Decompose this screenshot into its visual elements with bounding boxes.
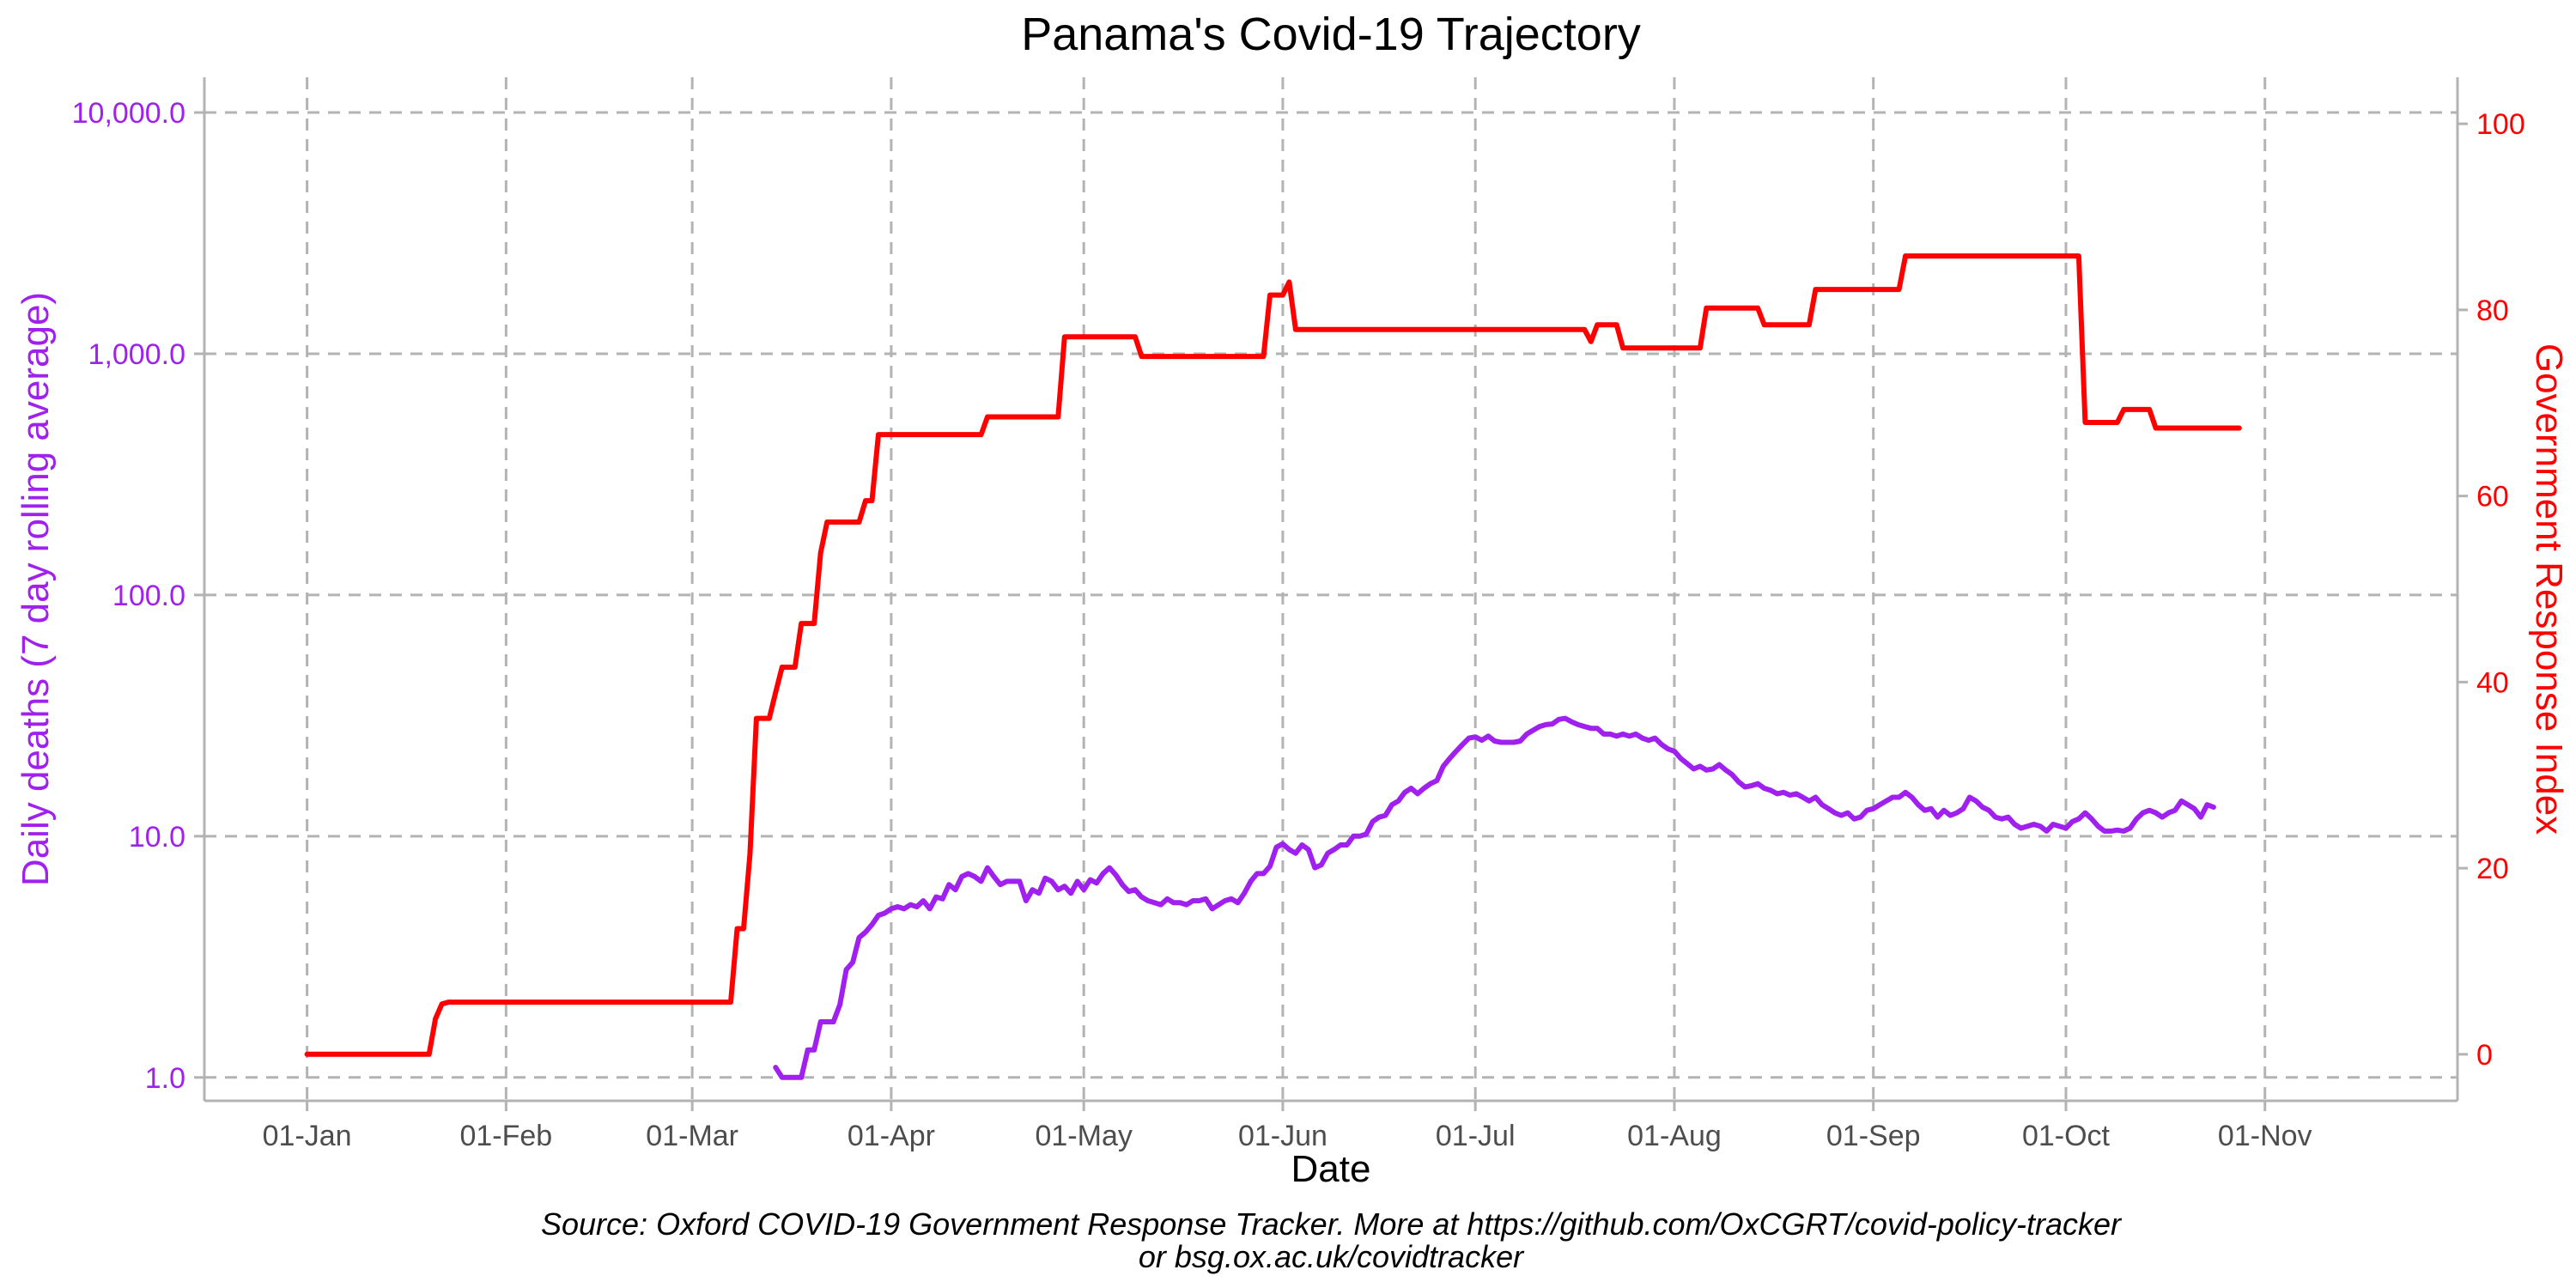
x-axis-title: Date [1291, 1148, 1371, 1190]
x-tick-label: 01-Feb [459, 1120, 552, 1152]
x-tick-label: 01-Jan [263, 1120, 352, 1152]
series-layer [304, 253, 2242, 1080]
x-tick-label: 01-Aug [1627, 1120, 1722, 1152]
x-tick-label: 01-Apr [848, 1120, 935, 1152]
y-right-axis-title: Government Response Index [2528, 343, 2570, 835]
caption-line-1: Source: Oxford COVID-19 Government Respo… [541, 1206, 2123, 1242]
y-left-tick-label: 1.0 [145, 1062, 185, 1095]
x-tick-label: 01-Jun [1238, 1120, 1327, 1152]
x-tick-label: 01-Sep [1826, 1120, 1921, 1152]
caption-line-2: or bsg.ox.ac.uk/covidtracker [1139, 1239, 1525, 1274]
y-left-tick-label: 10,000.0 [72, 97, 185, 130]
axes-layer: 01-Jan 01-Feb 01-Mar 01-Apr 01-May 01-Jun 01-J… [72, 77, 2525, 1152]
x-tick-label: 01-Mar [646, 1120, 738, 1152]
government-response-line [304, 253, 2242, 1057]
y-right-tick-label: 100 [2476, 108, 2525, 141]
y-left-tick-label: 1,000.0 [88, 338, 185, 371]
chart-title: Panama's Covid-19 Trajectory [1021, 9, 1641, 60]
daily-deaths-line [773, 715, 2216, 1080]
y-right-tick-label: 20 [2476, 853, 2509, 885]
y-left-tick-label: 10.0 [129, 821, 185, 854]
x-tick-label: 01-Oct [2022, 1120, 2111, 1152]
labels-layer: Panama's Covid-19 Trajectory Date Daily … [15, 9, 2570, 1274]
x-tick-label: 01-May [1035, 1120, 1132, 1152]
x-tick-label: 01-Nov [2218, 1120, 2312, 1152]
grid-layer [204, 77, 2458, 1101]
y-right-tick-label: 60 [2476, 481, 2509, 513]
y-right-tick-label: 80 [2476, 295, 2509, 327]
x-tick-label: 01-Jul [1436, 1120, 1516, 1152]
y-left-tick-label: 100.0 [112, 580, 185, 612]
y-left-axis-title: Daily deaths (7 day rolling average) [15, 292, 57, 886]
y-right-tick-label: 0 [2476, 1039, 2493, 1072]
y-right-tick-label: 40 [2476, 666, 2509, 699]
